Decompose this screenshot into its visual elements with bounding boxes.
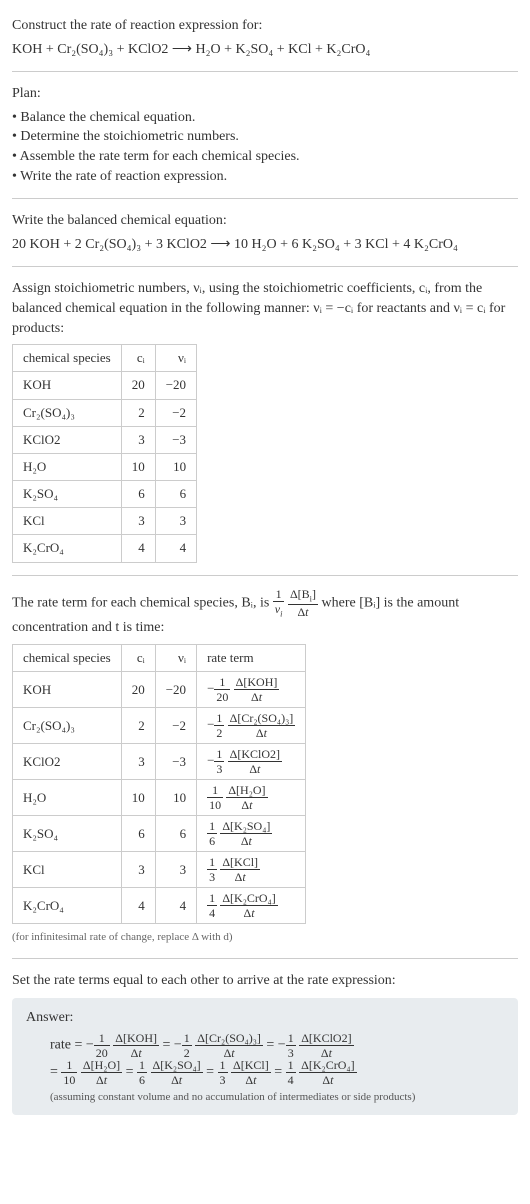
- table-cell: 3: [121, 508, 155, 535]
- table-header: cᵢ: [121, 345, 155, 372]
- footnote: (for infinitesimal rate of change, repla…: [12, 930, 518, 945]
- table-row: KClO23−3: [13, 426, 197, 453]
- table-cell: 4: [121, 535, 155, 562]
- table-cell: K₂SO₄: [13, 816, 122, 852]
- answer-box: Answer: rate = −120 Δ[KOH]Δt = −12 Δ[Cr₂…: [12, 998, 518, 1115]
- table-cell: −3: [155, 744, 196, 780]
- set-rate-equal: Set the rate terms equal to each other t…: [12, 971, 518, 991]
- table-header: rate term: [197, 645, 306, 672]
- plan-list: Balance the chemical equation.Determine …: [12, 108, 518, 186]
- plan-item: Assemble the rate term for each chemical…: [12, 147, 518, 167]
- rate-term-cell: −120 Δ[KOH]Δt: [197, 672, 306, 708]
- table-row: KCl3313 Δ[KCl]Δt: [13, 852, 306, 888]
- table-row: H₂O1010110 Δ[H₂O]Δt: [13, 780, 306, 816]
- divider: [12, 958, 518, 959]
- table-cell: 6: [121, 481, 155, 508]
- table-cell: K₂CrO₄: [13, 535, 122, 562]
- table-cell: KClO2: [13, 744, 122, 780]
- table-cell: −3: [155, 426, 196, 453]
- table-cell: 10: [121, 453, 155, 480]
- table-row: K₂SO₄66: [13, 481, 197, 508]
- table-cell: 10: [155, 780, 196, 816]
- plan-item: Write the rate of reaction expression.: [12, 167, 518, 187]
- table-row: K₂CrO₄4414 Δ[K₂CrO₄]Δt: [13, 888, 306, 924]
- table-cell: 10: [121, 780, 155, 816]
- table-header: cᵢ: [121, 645, 155, 672]
- table-cell: −20: [155, 372, 196, 399]
- rate-term-table: chemical speciescᵢνᵢrate termKOH20−20−12…: [12, 644, 306, 924]
- table-row: H₂O1010: [13, 453, 197, 480]
- table-cell: 6: [155, 481, 196, 508]
- table-cell: 6: [155, 816, 196, 852]
- table-cell: 20: [121, 672, 155, 708]
- table-cell: KOH: [13, 672, 122, 708]
- table-cell: 3: [121, 744, 155, 780]
- table-header: νᵢ: [155, 645, 196, 672]
- table-row: Cr₂(SO₄)₃2−2: [13, 399, 197, 426]
- table-cell: 3: [155, 508, 196, 535]
- table-cell: KCl: [13, 508, 122, 535]
- table-header: νᵢ: [155, 345, 196, 372]
- plan-heading: Plan:: [12, 84, 518, 104]
- table-cell: KOH: [13, 372, 122, 399]
- table-cell: 4: [155, 888, 196, 924]
- table-cell: 20: [121, 372, 155, 399]
- table-cell: Cr₂(SO₄)₃: [13, 708, 122, 744]
- table-cell: 4: [155, 535, 196, 562]
- table-cell: H₂O: [13, 453, 122, 480]
- table-cell: KCl: [13, 852, 122, 888]
- table-cell: 3: [155, 852, 196, 888]
- table-cell: Cr₂(SO₄)₃: [13, 399, 122, 426]
- table-row: Cr₂(SO₄)₃2−2−12 Δ[Cr₂(SO₄)₃]Δt: [13, 708, 306, 744]
- answer-note: (assuming constant volume and no accumul…: [50, 1090, 504, 1105]
- table-row: KOH20−20: [13, 372, 197, 399]
- table-cell: −2: [155, 708, 196, 744]
- rate-term-cell: −13 Δ[KClO2]Δt: [197, 744, 306, 780]
- table-row: KOH20−20−120 Δ[KOH]Δt: [13, 672, 306, 708]
- divider: [12, 198, 518, 199]
- balanced-heading: Write the balanced chemical equation:: [12, 211, 518, 231]
- rate-term-intro: The rate term for each chemical species,…: [12, 588, 518, 638]
- divider: [12, 71, 518, 72]
- table-cell: 4: [121, 888, 155, 924]
- table-cell: 3: [121, 426, 155, 453]
- answer-label: Answer:: [26, 1008, 504, 1028]
- table-cell: −20: [155, 672, 196, 708]
- divider: [12, 575, 518, 576]
- table-cell: KClO2: [13, 426, 122, 453]
- table-cell: 2: [121, 708, 155, 744]
- table-cell: −2: [155, 399, 196, 426]
- table-cell: 10: [155, 453, 196, 480]
- divider: [12, 266, 518, 267]
- table-header: chemical species: [13, 645, 122, 672]
- rate-term-cell: 14 Δ[K₂CrO₄]Δt: [197, 888, 306, 924]
- plan-item: Determine the stoichiometric numbers.: [12, 127, 518, 147]
- table-cell: H₂O: [13, 780, 122, 816]
- plan-item: Balance the chemical equation.: [12, 108, 518, 128]
- table-row: KCl33: [13, 508, 197, 535]
- rate-term-text: The rate term for each chemical species,…: [12, 595, 269, 610]
- table-cell: 2: [121, 399, 155, 426]
- table-cell: K₂CrO₄: [13, 888, 122, 924]
- assign-text: Assign stoichiometric numbers, νᵢ, using…: [12, 279, 518, 338]
- unbalanced-equation: KOH + Cr₂(SO₄)₃ + KClO2 ⟶ H₂O + K₂SO₄ + …: [12, 40, 518, 60]
- table-cell: K₂SO₄: [13, 481, 122, 508]
- rate-expression: rate = −120 Δ[KOH]Δt = −12 Δ[Cr₂(SO₄)₃]Δ…: [50, 1032, 504, 1086]
- rate-term-cell: 110 Δ[H₂O]Δt: [197, 780, 306, 816]
- table-cell: 6: [121, 816, 155, 852]
- prompt-title: Construct the rate of reaction expressio…: [12, 16, 518, 36]
- table-row: K₂CrO₄44: [13, 535, 197, 562]
- rate-term-cell: 16 Δ[K₂SO₄]Δt: [197, 816, 306, 852]
- stoich-table: chemical speciescᵢνᵢKOH20−20Cr₂(SO₄)₃2−2…: [12, 344, 197, 563]
- table-row: K₂SO₄6616 Δ[K₂SO₄]Δt: [13, 816, 306, 852]
- balanced-equation: 20 KOH + 2 Cr₂(SO₄)₃ + 3 KClO2 ⟶ 10 H₂O …: [12, 235, 518, 255]
- table-cell: 3: [121, 852, 155, 888]
- table-row: KClO23−3−13 Δ[KClO2]Δt: [13, 744, 306, 780]
- rate-term-cell: −12 Δ[Cr₂(SO₄)₃]Δt: [197, 708, 306, 744]
- rate-term-cell: 13 Δ[KCl]Δt: [197, 852, 306, 888]
- table-header: chemical species: [13, 345, 122, 372]
